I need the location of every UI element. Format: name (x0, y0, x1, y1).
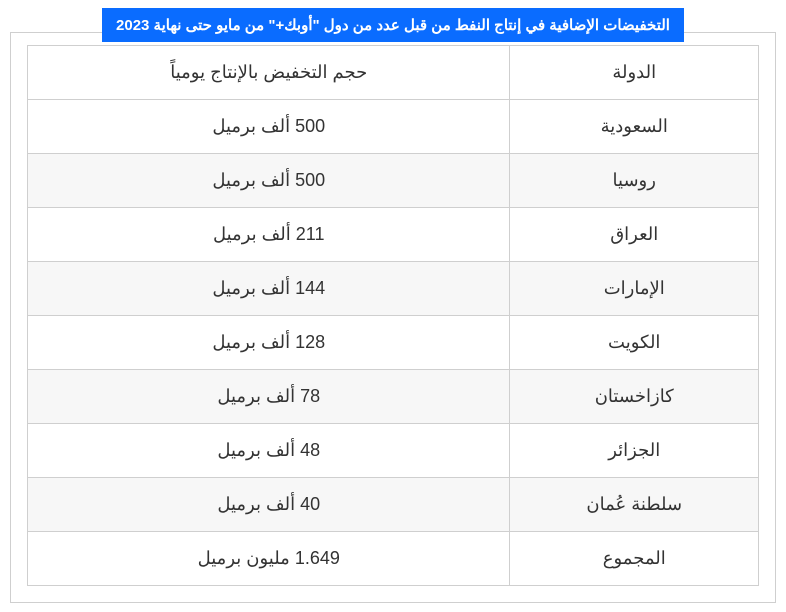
cell-country: الكويت (510, 316, 759, 370)
table-header-row: الدولة حجم التخفيض بالإنتاج يومياً (28, 46, 759, 100)
cell-country: السعودية (510, 100, 759, 154)
cell-country: الجزائر (510, 424, 759, 478)
cell-amount: 40 ألف برميل (28, 478, 510, 532)
table-row: الكويت 128 ألف برميل (28, 316, 759, 370)
table-row: الجزائر 48 ألف برميل (28, 424, 759, 478)
table-row-total: المجموع 1.649 مليون برميل (28, 532, 759, 586)
cell-amount: 48 ألف برميل (28, 424, 510, 478)
cell-country: الإمارات (510, 262, 759, 316)
table-row: سلطنة عُمان 40 ألف برميل (28, 478, 759, 532)
table-row: كازاخستان 78 ألف برميل (28, 370, 759, 424)
cell-country: سلطنة عُمان (510, 478, 759, 532)
page-container: التخفيضات الإضافية في إنتاج النفط من قبل… (0, 0, 786, 612)
table-frame: الدولة حجم التخفيض بالإنتاج يومياً السعو… (10, 32, 776, 603)
reductions-table: الدولة حجم التخفيض بالإنتاج يومياً السعو… (27, 45, 759, 586)
cell-country: روسيا (510, 154, 759, 208)
cell-amount: 78 ألف برميل (28, 370, 510, 424)
table-row: الإمارات 144 ألف برميل (28, 262, 759, 316)
cell-amount: 144 ألف برميل (28, 262, 510, 316)
cell-amount: 211 ألف برميل (28, 208, 510, 262)
cell-amount: 128 ألف برميل (28, 316, 510, 370)
table-row: السعودية 500 ألف برميل (28, 100, 759, 154)
cell-country: كازاخستان (510, 370, 759, 424)
cell-country: العراق (510, 208, 759, 262)
title-banner: التخفيضات الإضافية في إنتاج النفط من قبل… (102, 8, 684, 42)
col-header-country: الدولة (510, 46, 759, 100)
cell-amount: 500 ألف برميل (28, 154, 510, 208)
cell-amount: 1.649 مليون برميل (28, 532, 510, 586)
col-header-amount: حجم التخفيض بالإنتاج يومياً (28, 46, 510, 100)
cell-country: المجموع (510, 532, 759, 586)
table-row: العراق 211 ألف برميل (28, 208, 759, 262)
table-row: روسيا 500 ألف برميل (28, 154, 759, 208)
cell-amount: 500 ألف برميل (28, 100, 510, 154)
